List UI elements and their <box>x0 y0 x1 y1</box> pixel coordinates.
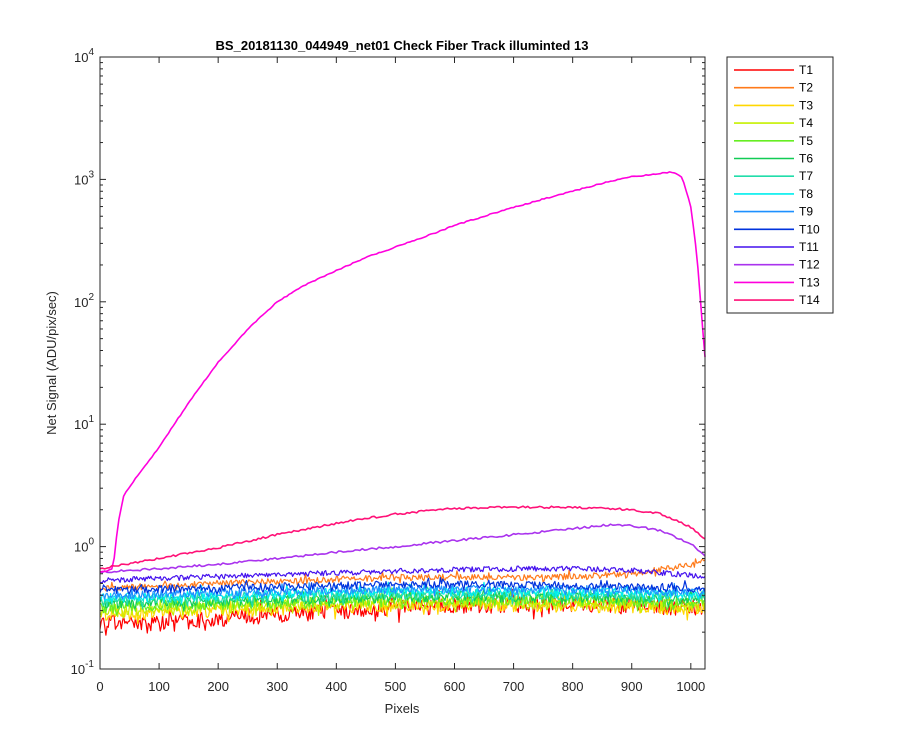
y-tick-label: 100 <box>74 537 94 555</box>
plot-area <box>100 57 705 669</box>
y-tick-label: 104 <box>74 47 94 65</box>
y-tick-label: 10-1 <box>71 659 95 677</box>
x-tick-label: 400 <box>325 679 347 694</box>
series-line-t13 <box>99 171 706 574</box>
x-tick-label: 0 <box>96 679 103 694</box>
series-line-t10 <box>99 577 706 594</box>
x-tick-label: 100 <box>148 679 170 694</box>
series-line-t11 <box>99 565 706 584</box>
legend-label-t8: T8 <box>799 187 813 201</box>
y-axis-label: Net Signal (ADU/pix/sec) <box>44 291 59 435</box>
series-layer <box>99 171 706 636</box>
legend-label-t11: T11 <box>799 240 819 254</box>
plot-frame <box>99 56 706 670</box>
series-line-t9 <box>99 582 706 600</box>
legend-label-t6: T6 <box>799 152 813 166</box>
series-line-t12 <box>99 523 706 574</box>
legend-label-t13: T13 <box>799 275 820 289</box>
x-axis-label: Pixels <box>385 701 420 716</box>
legend-label-t12: T12 <box>799 258 820 272</box>
y-axis-ticks: 10-1 100 101 102 103 104 <box>71 47 705 677</box>
legend: T1 T2 T3 T4 T5 T6 T7 T8 T9 T10 T11 T12 T13 T14 <box>726 56 834 314</box>
y-tick-label: 102 <box>74 292 94 310</box>
legend-label-t4: T4 <box>799 116 813 130</box>
x-tick-label: 700 <box>503 679 525 694</box>
legend-label-t1: T1 <box>799 63 813 77</box>
legend-label-t2: T2 <box>799 81 813 95</box>
x-tick-label: 600 <box>444 679 466 694</box>
x-tick-label: 800 <box>562 679 584 694</box>
series-line-t8 <box>99 581 706 605</box>
x-tick-label: 1000 <box>676 679 705 694</box>
legend-box <box>726 56 834 314</box>
x-tick-label: 200 <box>207 679 229 694</box>
series-line-t5 <box>99 587 706 616</box>
x-tick-label: 300 <box>266 679 288 694</box>
legend-label-t10: T10 <box>799 222 820 236</box>
legend-label-t3: T3 <box>799 98 813 112</box>
series-line-t14 <box>99 505 706 570</box>
x-tick-label: 500 <box>385 679 407 694</box>
chart-title: BS_20181130_044949_net01 Check Fiber Tra… <box>216 38 589 53</box>
series-line-t2 <box>99 558 706 592</box>
x-axis-ticks: 0 100 200 300 400 500 600 700 800 900 1000 <box>96 57 705 694</box>
y-tick-label: 101 <box>74 414 94 432</box>
legend-label-t7: T7 <box>799 169 813 183</box>
legend-label-t5: T5 <box>799 134 813 148</box>
y-tick-label: 103 <box>74 169 94 187</box>
legend-label-t9: T9 <box>799 205 813 219</box>
x-tick-label: 900 <box>621 679 643 694</box>
legend-label-t14: T14 <box>799 293 820 307</box>
